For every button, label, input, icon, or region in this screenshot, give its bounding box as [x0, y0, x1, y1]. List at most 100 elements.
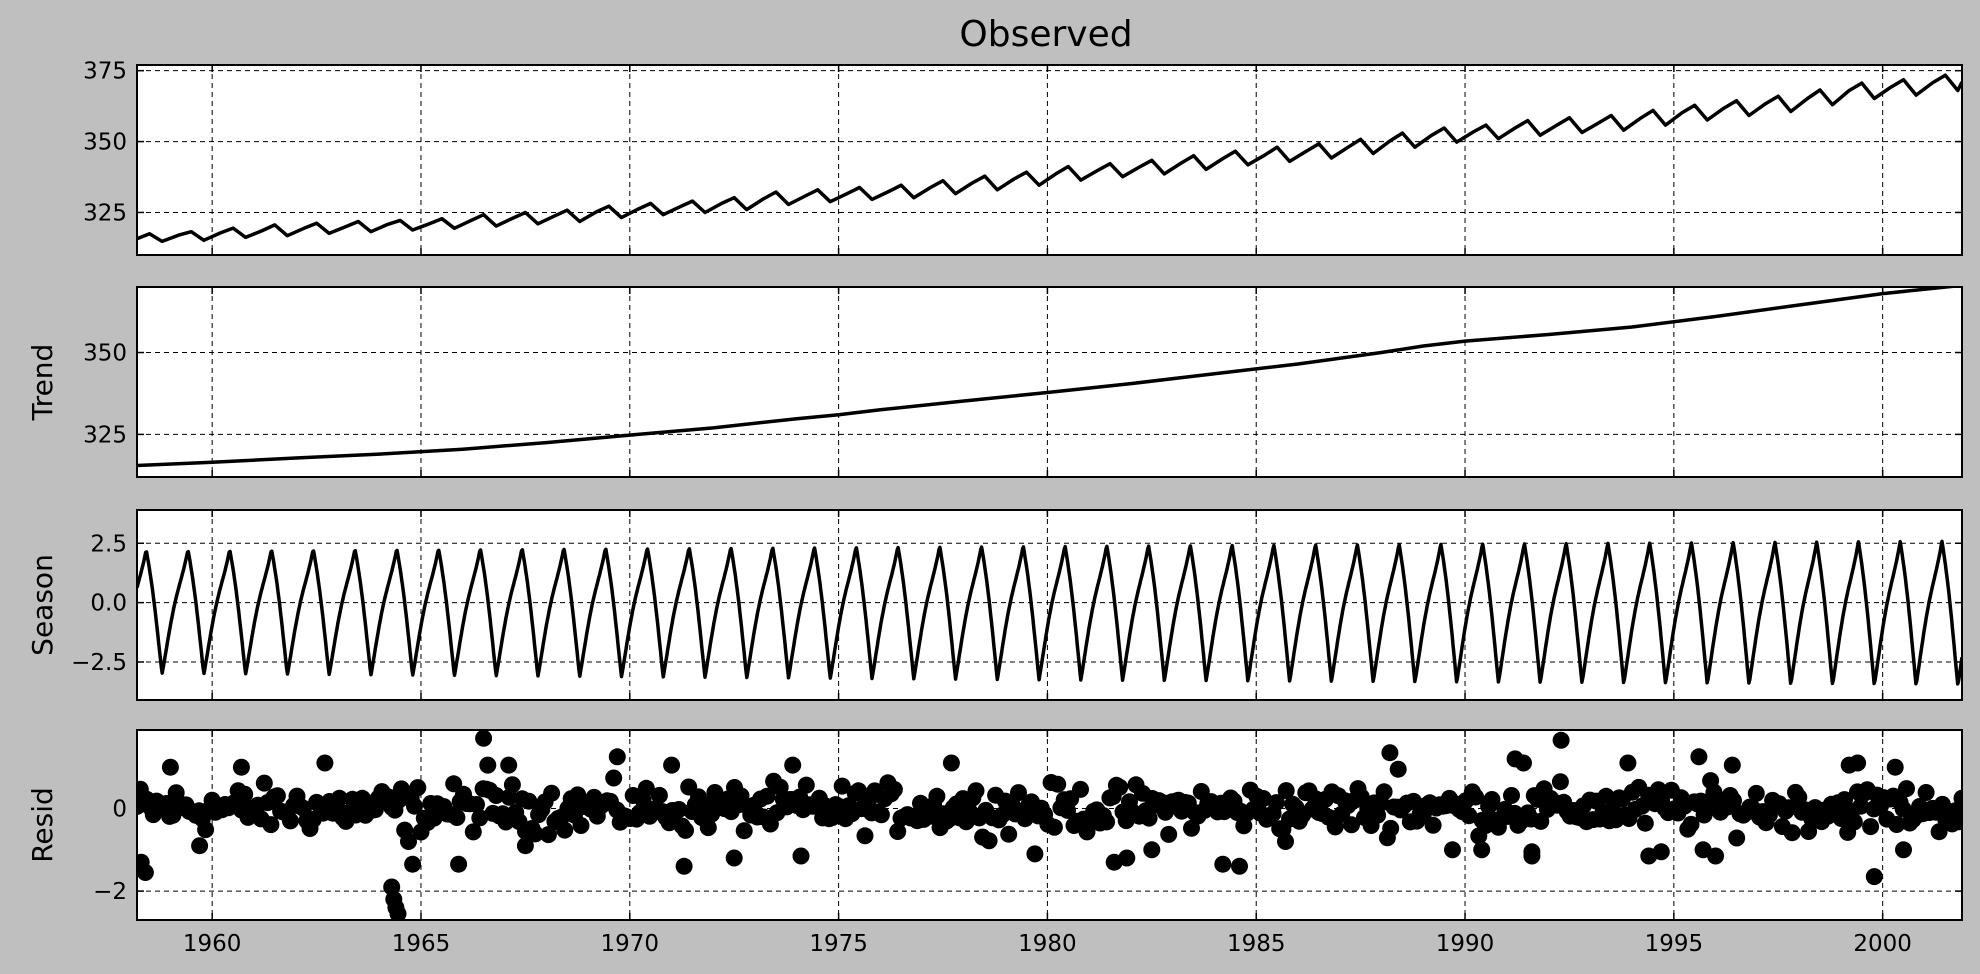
- observed-frame: [136, 64, 1963, 256]
- resid-point: [1098, 813, 1116, 831]
- resid-point: [520, 792, 538, 810]
- season-frame: [136, 509, 1963, 701]
- resid-point: [539, 826, 557, 844]
- observed-marks: [137, 73, 1962, 244]
- panel-resid: 1960 1965 1970 1975 1980 1985 1990 1995 2000 −2 0 R…: [26, 729, 1963, 957]
- resid-point: [468, 796, 485, 813]
- resid-point: [889, 823, 907, 840]
- resid-point: [1682, 815, 1700, 833]
- resid-point: [1845, 813, 1863, 831]
- resid-point: [706, 784, 724, 801]
- resid-point: [406, 797, 423, 815]
- observed-ytick-label: 325: [83, 200, 127, 226]
- resid-point: [572, 817, 590, 834]
- resid-point: [409, 779, 427, 797]
- resid-point: [1865, 868, 1883, 886]
- resid-point: [1551, 773, 1569, 791]
- resid-point: [1078, 823, 1096, 841]
- x-tick-label: 1975: [809, 931, 868, 957]
- resid-point: [448, 809, 466, 826]
- resid-point: [1010, 784, 1027, 802]
- observed-plot-area: [137, 65, 1962, 255]
- resid-point: [1000, 825, 1018, 843]
- resid-point: [1326, 818, 1344, 836]
- resid-point: [663, 756, 681, 774]
- season-ytick-label: −2.5: [71, 650, 127, 676]
- resid-point: [784, 756, 802, 774]
- resid-point: [503, 776, 521, 794]
- resid-point: [330, 789, 348, 807]
- observed-series-line: [137, 73, 1962, 244]
- x-tick-label: 2000: [1853, 931, 1912, 957]
- resid-point: [928, 787, 946, 805]
- resid-point: [389, 905, 407, 920]
- resid-point: [967, 782, 985, 800]
- resid-point: [758, 787, 776, 805]
- resid-point: [725, 849, 743, 867]
- resid-point: [1725, 792, 1742, 810]
- resid-point: [1483, 791, 1501, 808]
- resid-point: [1375, 783, 1393, 801]
- season-marks: [137, 539, 1962, 686]
- figure-title: Observed: [959, 14, 1132, 55]
- resid-frame: [136, 729, 1963, 921]
- resid-point: [556, 821, 574, 839]
- resid-ylabel: Resid: [26, 787, 59, 863]
- resid-point: [232, 758, 250, 776]
- resid-point: [404, 855, 422, 873]
- resid-point: [670, 801, 688, 818]
- x-tick-label: 1970: [601, 931, 660, 957]
- resid-point: [543, 784, 561, 802]
- resid-point: [268, 787, 286, 805]
- x-tick-label: 1965: [392, 931, 451, 957]
- resid-point: [1381, 744, 1399, 762]
- resid-point: [1444, 841, 1461, 859]
- resid-point: [1267, 794, 1285, 812]
- resid-point: [500, 756, 518, 774]
- resid-point: [479, 756, 497, 774]
- resid-point: [1118, 849, 1136, 867]
- resid-point: [885, 781, 903, 798]
- resid-point: [191, 837, 209, 855]
- resid-point: [316, 754, 334, 772]
- resid-point: [1747, 784, 1765, 802]
- resid-point: [1790, 788, 1808, 806]
- resid-point: [1277, 833, 1294, 850]
- resid-point: [1783, 824, 1801, 842]
- resid-marks: [137, 730, 1962, 920]
- resid-point: [675, 857, 693, 875]
- season-ytick-label: 2.5: [90, 531, 127, 557]
- resid-point: [677, 821, 694, 839]
- resid-point: [797, 776, 815, 794]
- resid-point: [1898, 780, 1915, 798]
- observed-ytick-label: 375: [83, 59, 127, 85]
- resid-point: [1254, 790, 1272, 807]
- resid-point: [197, 821, 215, 839]
- resid-point: [1277, 782, 1295, 800]
- resid-point: [856, 827, 874, 845]
- resid-point: [1160, 825, 1178, 843]
- trend-frame: [136, 286, 1963, 478]
- resid-point: [1953, 789, 1962, 807]
- resid-point: [699, 819, 717, 837]
- season-series-line: [137, 539, 1962, 686]
- resid-point: [450, 855, 468, 873]
- resid-point: [400, 833, 417, 850]
- resid-point: [605, 769, 623, 787]
- resid-point: [1895, 841, 1912, 859]
- resid-point: [1231, 857, 1248, 875]
- resid-point: [1950, 813, 1962, 831]
- resid-point: [1690, 748, 1708, 766]
- resid-point: [872, 806, 890, 824]
- resid-point: [833, 777, 851, 795]
- resid-point: [236, 785, 254, 803]
- resid-point: [1523, 847, 1541, 865]
- resid-ytick-label: 0: [112, 796, 127, 822]
- resid-point: [1852, 797, 1870, 815]
- resid-point: [792, 847, 810, 865]
- resid-point: [281, 812, 299, 830]
- resid-point: [1849, 754, 1867, 772]
- resid-point: [1503, 787, 1520, 804]
- resid-point: [1728, 829, 1746, 847]
- resid-point: [1424, 816, 1442, 834]
